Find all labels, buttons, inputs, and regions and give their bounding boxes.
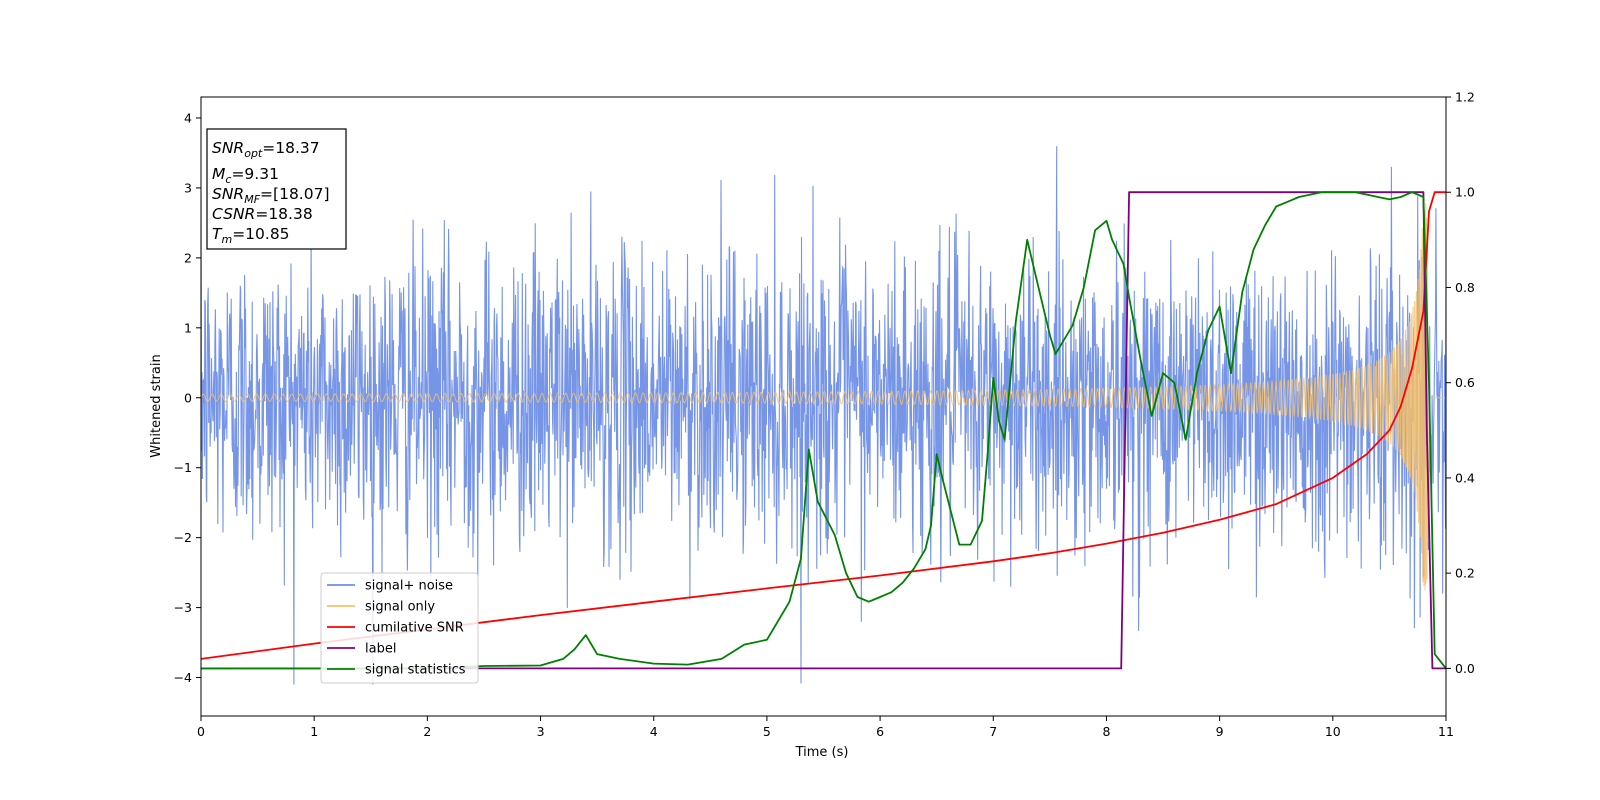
annotation-subscript: c	[225, 173, 231, 186]
y-left-tick-label: 4	[184, 110, 192, 125]
series-label	[201, 191, 1446, 670]
y-right-tick-label: 1.2	[1455, 90, 1475, 105]
x-tick-label: 10	[1325, 724, 1341, 739]
x-tick-label: 8	[1102, 724, 1110, 739]
annotation-line: SNRMF=[18.07]	[212, 185, 330, 206]
y-left-tick-label: −2	[174, 530, 192, 545]
x-tick-label: 7	[989, 724, 997, 739]
y-right-tick-label: 0.0	[1455, 661, 1475, 676]
series-lines	[201, 191, 1446, 670]
x-tick-label: 3	[537, 724, 545, 739]
annotation-box: SNRopt=18.37Mc=9.31SNRMF=[18.07]CSNR=18.…	[206, 128, 347, 250]
annotation-symbol: T	[212, 225, 223, 243]
signal-only-line	[201, 202, 1446, 591]
legend: signal+ noise signal only cumilative SNR la…	[320, 572, 479, 684]
x-tick-label: 11	[1438, 724, 1454, 739]
x-axis: 0 1 2 3 4 5 6 7 8 9 10 11	[197, 716, 1454, 739]
series-signal-only	[201, 202, 1446, 591]
plot-frame	[200, 96, 1447, 717]
annotation-value: =[18.07]	[260, 185, 329, 203]
y-left-tick-label: −1	[174, 460, 192, 475]
annotation-value: =18.38	[255, 205, 312, 223]
y-right-tick-label: 0.8	[1455, 280, 1475, 295]
annotation-subscript: m	[221, 233, 232, 246]
y-left-tick-label: −4	[174, 670, 192, 685]
y-axis-right: 0.0 0.2 0.4 0.6 0.8 1.0 1.2	[1446, 90, 1475, 676]
series-signal-statistics	[201, 191, 1446, 670]
annotation-value: =18.37	[262, 139, 319, 157]
y-right-tick-label: 1.0	[1455, 185, 1475, 200]
x-tick-label: 9	[1216, 724, 1224, 739]
annotation-line: Tm=10.85	[212, 225, 290, 246]
plot-area	[201, 146, 1446, 685]
y-right-tick-label: 0.6	[1455, 375, 1475, 390]
annotation-line: CSNR=18.38	[212, 205, 313, 223]
annotation-value: =10.85	[232, 225, 289, 243]
legend-label: signal statistics	[365, 663, 466, 678]
x-tick-label: 0	[197, 724, 205, 739]
legend-label: cumilative SNR	[365, 621, 464, 636]
x-tick-label: 2	[423, 724, 431, 739]
y-left-tick-label: 1	[184, 320, 192, 335]
annotation-line: Mc=9.31	[212, 165, 279, 186]
annotation-subscript: MF	[244, 193, 260, 206]
x-tick-label: 1	[310, 724, 318, 739]
legend-label: signal+ noise	[365, 579, 453, 594]
annotation-symbol: M	[212, 165, 225, 183]
y-axis-label: Whitened strain	[149, 354, 164, 457]
annotation-line: SNRopt=18.37	[212, 139, 320, 160]
legend-label: signal only	[365, 600, 435, 615]
legend-label: label	[365, 642, 396, 657]
x-tick-label: 6	[876, 724, 884, 739]
y-right-tick-label: 0.4	[1455, 470, 1475, 485]
series-cumilative-snr	[201, 191, 1446, 660]
y-left-tick-label: 0	[184, 390, 192, 405]
annotation-symbol: SNR	[212, 139, 244, 157]
annotation-symbol: SNR	[212, 185, 244, 203]
annotation-frame	[206, 128, 347, 250]
x-axis-label: Time (s)	[795, 745, 849, 760]
series-signal-plus-noise	[201, 146, 1446, 685]
legend-frame	[320, 572, 479, 684]
y-left-tick-label: 2	[184, 250, 192, 265]
noise-line	[201, 146, 1446, 685]
x-tick-label: 4	[650, 724, 658, 739]
y-right-tick-label: 0.2	[1455, 566, 1475, 581]
annotation-subscript: opt	[244, 147, 263, 160]
y-axis-left: −4 −3 −2 −1 0 1 2 3 4	[174, 110, 201, 685]
x-tick-label: 5	[763, 724, 771, 739]
y-left-tick-label: −3	[174, 600, 192, 615]
y-left-tick-label: 3	[184, 180, 192, 195]
annotation-value: =9.31	[231, 165, 279, 183]
annotation-symbol: CSNR	[212, 205, 255, 223]
